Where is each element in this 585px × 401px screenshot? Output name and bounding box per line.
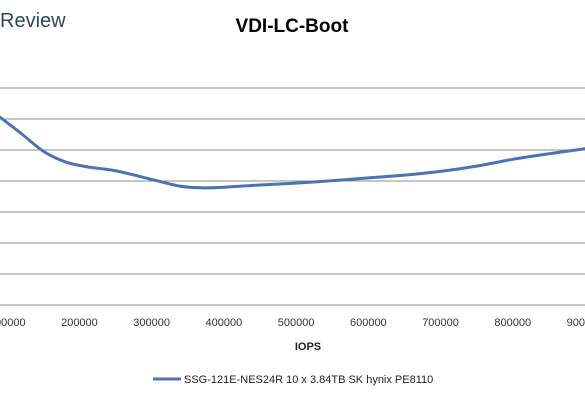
- gridlines: [0, 87, 585, 306]
- x-tick-label-8: 900000: [567, 317, 585, 329]
- brand-logo-text: Review: [0, 10, 66, 32]
- x-tick-label-3: 400000: [206, 317, 243, 329]
- legend: SSG-121E-NES24R 10 x 3.84TB SK hynix PE8…: [153, 374, 433, 386]
- chart-title: VDI-LC-Boot: [236, 16, 350, 37]
- x-tick-label-6: 700000: [422, 317, 459, 329]
- x-tick-label-0: 100000: [0, 317, 26, 329]
- legend-label: SSG-121E-NES24R 10 x 3.84TB SK hynix PE8…: [184, 374, 433, 386]
- x-tick-label-7: 800000: [494, 317, 531, 329]
- x-axis-title: IOPS: [295, 341, 321, 353]
- x-tick-label-5: 600000: [350, 317, 387, 329]
- x-tick-label-1: 200000: [61, 317, 98, 329]
- series-line-0: [0, 115, 585, 190]
- x-tick-label-2: 300000: [133, 317, 170, 329]
- x-tick-labels: 100000 200000 300000 400000 500000 600000 7000…: [0, 317, 585, 329]
- series-layer: [0, 115, 585, 190]
- x-tick-label-4: 500000: [278, 317, 315, 329]
